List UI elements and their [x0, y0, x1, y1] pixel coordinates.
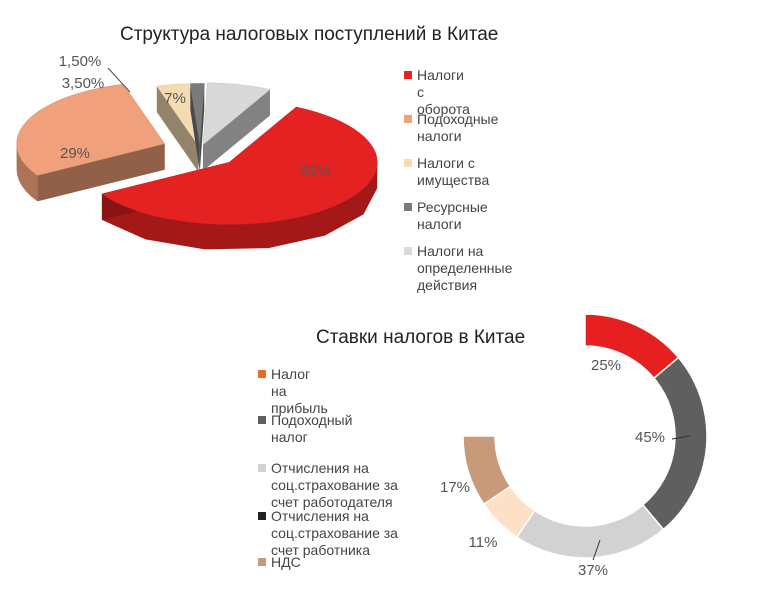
legend2-swatch-0	[258, 370, 266, 378]
pie1-slice-1	[16, 83, 166, 202]
pie1-label-4: 7%	[164, 90, 186, 107]
legend2-label-4: НДС	[271, 554, 301, 570]
chart2-title: Ставки налогов в Китае	[316, 327, 526, 348]
legend2-swatch-1	[258, 416, 266, 424]
pie1-slice-1-top	[16, 83, 166, 176]
legend1-swatch-4	[404, 247, 412, 255]
legend2-swatch-3	[258, 512, 266, 520]
legend1-label-2: Налоги с имущества	[417, 155, 490, 188]
legend2-label-1: Подоходный налог	[271, 412, 353, 445]
legend2-label-0: Налог на прибыль	[271, 366, 328, 416]
pie1-leader-3	[107, 67, 131, 93]
legend1-swatch-0	[404, 71, 412, 79]
pie1-slice-1-wall-0	[37, 143, 165, 202]
donut2-leader-2	[592, 539, 601, 561]
pie1-slice-3-top	[190, 83, 205, 146]
pie1-slice-2-wall-0	[156, 86, 199, 172]
pie1-label-2: 3,50%	[62, 75, 105, 92]
legend1-label-0: Налоги с оборота	[417, 67, 470, 117]
donut2-label-4: 17%	[440, 479, 470, 496]
legend1-swatch-2	[404, 159, 412, 167]
pie1-slice-3-wall-1	[199, 83, 205, 172]
pie1-slice-0-side	[101, 162, 378, 250]
legend1-swatch-3	[404, 203, 412, 211]
legend2-swatch-2	[258, 464, 266, 472]
pie1-slice-3-wall-0	[190, 83, 200, 172]
donut2-label-0: 25%	[591, 357, 621, 374]
legend1-label-1: Подоходные налоги	[417, 111, 499, 144]
chart1-legend: Налоги с оборота Подоходные налоги Налог…	[404, 67, 574, 297]
legend1-label-3: Ресурсные налоги	[417, 199, 488, 232]
pie1-slice-0	[101, 106, 378, 250]
chart1-title: Структура налоговых поступлений в Китае	[120, 24, 499, 45]
pie1-slice-0-top	[101, 106, 378, 225]
donut2-label-2: 37%	[578, 562, 608, 579]
pie1-slice-4	[202, 82, 271, 171]
donut2-leader-1	[671, 435, 691, 440]
pie1-label-0: 59%	[300, 163, 330, 180]
donut2-label-1: 45%	[635, 429, 665, 446]
legend1-swatch-1	[404, 115, 412, 123]
legend1-label-4: Налоги на определенные действия	[417, 243, 513, 293]
legend2-label-3: Отчисления на соц.страхование за счет ра…	[271, 508, 398, 558]
donut2-segment-4	[462, 435, 512, 506]
pie1-slice-2-top	[156, 83, 199, 146]
legend2-swatch-4	[258, 558, 266, 566]
pie1-slice-1-side	[16, 143, 38, 202]
pie1-slice-3	[190, 83, 205, 172]
pie1-slice-4-wall-1	[202, 89, 270, 171]
donut2-segment-2	[515, 503, 665, 559]
chart2-legend: Налог на прибыль Подоходный налог Отчисл…	[258, 366, 408, 576]
donut2-label-3: 11%	[469, 534, 498, 551]
pie1-slice-4-top	[202, 82, 271, 146]
legend2-label-2: Отчисления на соц.страхование за счет ра…	[271, 460, 398, 510]
pie1-label-1: 29%	[60, 145, 90, 162]
pie1-label-3: 1,50%	[59, 53, 102, 70]
